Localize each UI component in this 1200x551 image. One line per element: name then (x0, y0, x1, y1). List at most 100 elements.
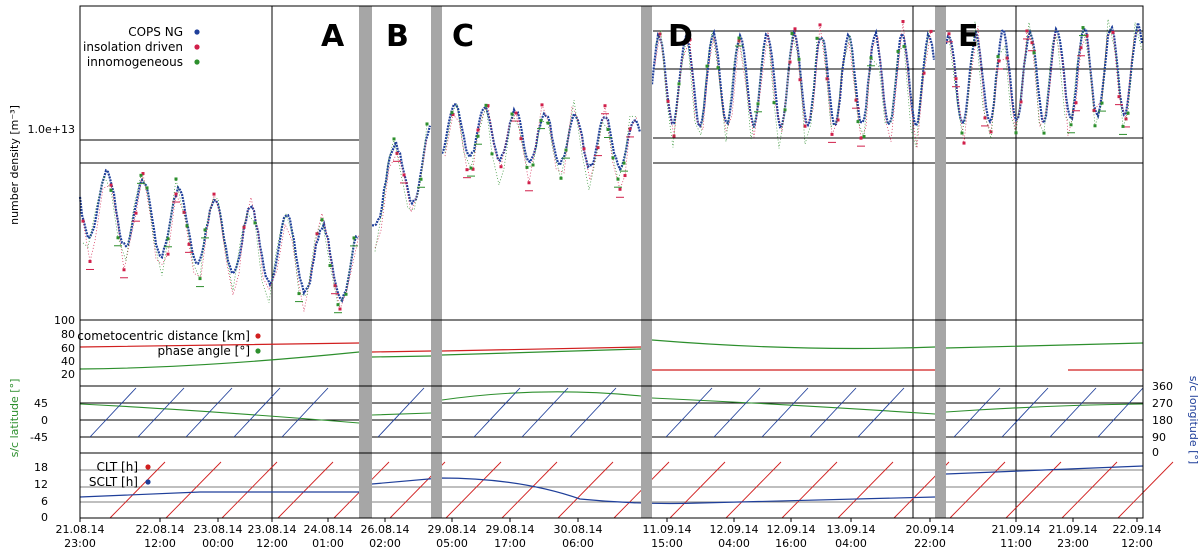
x-tick-time: 00:00 (202, 537, 234, 550)
data-gaps (359, 6, 946, 518)
insolation-driven-point (1019, 100, 1023, 104)
insolation-driven-point (242, 225, 246, 229)
data-gap-bar (359, 6, 372, 518)
insolation-driven-point (1005, 56, 1009, 60)
innomogeneous-point (1093, 124, 1097, 128)
innomogeneous-point (139, 173, 143, 177)
dist-tick-80: 80 (61, 328, 75, 341)
region-label-b: B (386, 19, 409, 54)
innomogeneous-point (622, 161, 626, 165)
legend-clt: CLT [h] (96, 460, 138, 474)
region-label-e: E (958, 19, 979, 54)
insolation-driven-point (1030, 41, 1034, 45)
insolation-driven-point (395, 151, 399, 155)
innomogeneous-point (476, 134, 480, 138)
innomogeneous-point (203, 228, 207, 232)
data-layer (78, 19, 1174, 519)
panel-frames (79, 5, 1144, 519)
insolation-driven-point (451, 113, 455, 117)
x-tick-time: 06:00 (562, 537, 594, 550)
longitude-line (1097, 387, 1144, 438)
grid-lines (80, 6, 1143, 518)
x-tick-date: 22.09.14 (1113, 523, 1162, 536)
x-tick-time: 15:00 (651, 537, 683, 550)
insolation-driven-point (402, 173, 406, 177)
longitude-line (521, 387, 569, 438)
x-tick-labels: 21.08.1423:0022.08.1412:0023.08.1400:002… (56, 518, 1162, 550)
x-tick-date: 21.09.14 (992, 523, 1041, 536)
legend-marker-sclt (145, 479, 151, 485)
latitude-axis-label: s/c latitude [°] (8, 379, 21, 458)
insolation-driven-point (514, 111, 518, 115)
sclt-line (79, 465, 1144, 505)
insolation-driven-point (471, 167, 475, 171)
clt-line (557, 461, 614, 519)
dist-tick-60: 60 (61, 342, 75, 355)
innomogeneous-point (546, 121, 550, 125)
innomogeneous-point (490, 152, 494, 156)
data-gap-bar (935, 6, 946, 518)
x-tick-date: 24.08.14 (304, 523, 353, 536)
insolation-driven-point (793, 27, 797, 31)
innomogeneous-point (783, 108, 787, 112)
cops-ng-series-segment (650, 28, 936, 129)
region-label-c: C (452, 19, 474, 54)
innomogeneous-point (185, 224, 189, 228)
legend-phase-angle: phase angle [°] (158, 344, 251, 358)
innomogeneous-point (425, 122, 429, 126)
innomogeneous-point (419, 177, 423, 181)
dist-tick-40: 40 (61, 355, 75, 368)
insolation-driven-point (825, 77, 829, 81)
lat-tick-0: 0 (41, 414, 48, 427)
insolation-driven-point (166, 252, 170, 256)
legend-insolation-driven: insolation driven (83, 40, 183, 54)
insolation-driven-point (666, 99, 670, 103)
longitude-line (857, 387, 905, 438)
innomogeneous-point (616, 177, 620, 181)
insolation-driven-point (997, 59, 1001, 63)
legend-marker-insolation-driven (194, 44, 200, 50)
insolation-driven-point (737, 39, 741, 43)
longitude-line (953, 387, 1001, 438)
x-tick-date: 22.08.14 (136, 523, 185, 536)
innomogeneous-point (797, 57, 801, 61)
innomogeneous-point (525, 165, 529, 169)
insolation-driven-point (1117, 95, 1121, 99)
innomogeneous-point (328, 264, 332, 268)
clt-line (725, 461, 782, 519)
x-tick-date: 30.08.14 (554, 523, 603, 536)
innomogeneous-point (677, 82, 681, 86)
innomogeneous-point (996, 55, 1000, 59)
insolation-driven-point (803, 124, 807, 128)
insolation-driven-point (603, 104, 607, 108)
innomogeneous-point (484, 103, 488, 107)
innomogeneous-point (539, 119, 543, 123)
innomogeneous-point (564, 148, 568, 152)
insolation-driven-point (818, 23, 822, 27)
density-tick-100: 100 (54, 314, 75, 327)
innomogeneous-series-segment (82, 174, 355, 306)
insolation-driven-point (527, 181, 531, 185)
innomogeneous-point (737, 36, 741, 40)
insolation-driven-point (798, 78, 802, 82)
panel-frame-local-time (79, 452, 1144, 519)
density-tick-1e13: 1.0e+13 (28, 123, 75, 136)
insolation-driven-point (141, 172, 145, 176)
innomogeneous-point (606, 127, 610, 131)
clt-line (669, 461, 726, 519)
clt-line (109, 461, 166, 519)
innomogeneous-point (198, 277, 202, 281)
insolation-driven-point (1079, 46, 1083, 50)
cops-ng-series-segment (78, 168, 359, 303)
innomogeneous-point (1126, 111, 1130, 115)
region-label-d: D (668, 19, 693, 54)
lt-tick-12: 12 (34, 478, 48, 491)
x-tick-date: 23.08.14 (194, 523, 243, 536)
innomogeneous-point (145, 186, 149, 190)
innomogeneous-point (896, 49, 900, 53)
data-gap-bar (641, 6, 652, 518)
innomogeneous-point (336, 303, 340, 307)
cops-ng-series-segment (371, 125, 432, 227)
innomogeneous-point (902, 44, 906, 48)
